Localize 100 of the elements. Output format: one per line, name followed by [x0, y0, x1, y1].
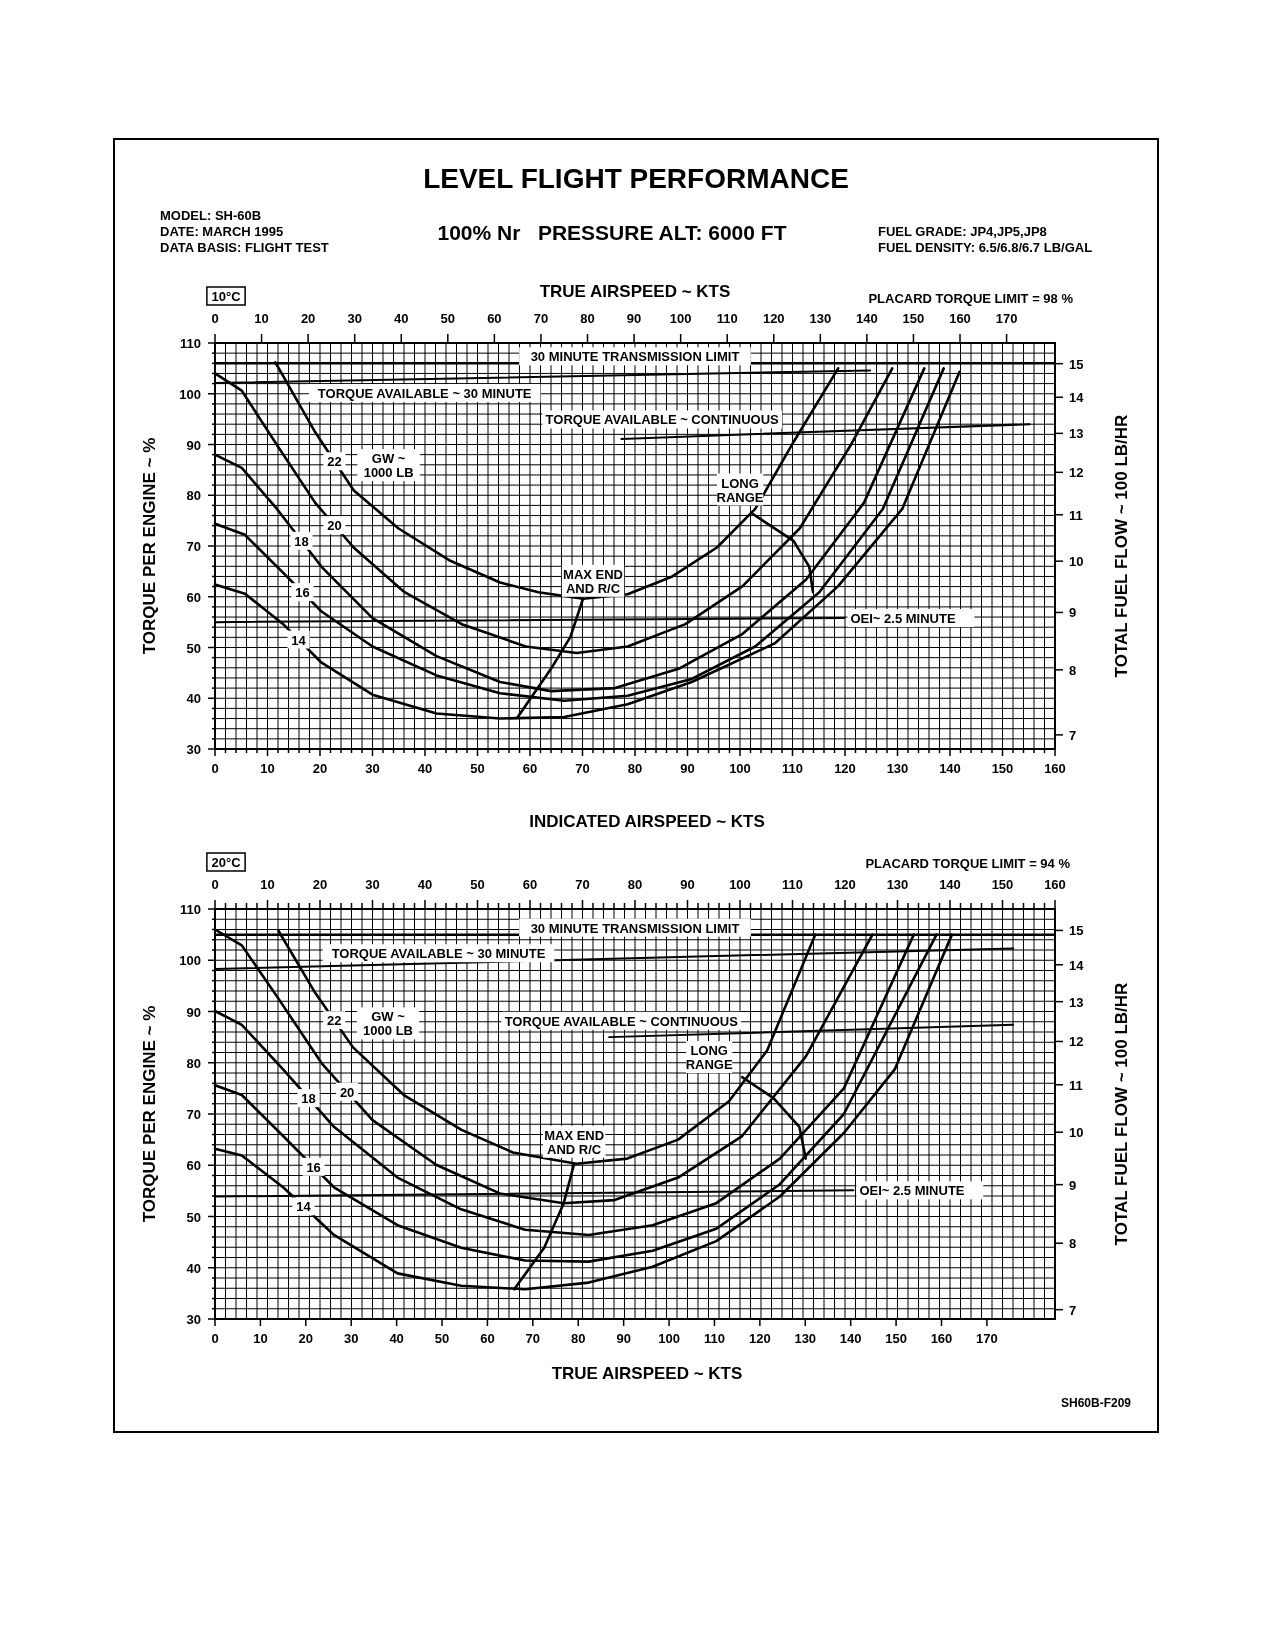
- x-tick-label: 10: [260, 761, 275, 776]
- series-label: 20: [339, 1084, 355, 1100]
- x2-tick-label: 160: [1044, 877, 1066, 892]
- y-tick-label: 70: [186, 1107, 201, 1122]
- y-tick-label: 90: [186, 1004, 201, 1020]
- y-tick-label: 30: [186, 742, 201, 757]
- series-label: 16: [295, 585, 310, 601]
- x2-tick-label: 110: [716, 311, 738, 326]
- x2-tick-label: 130: [886, 877, 909, 892]
- text: FUEL GRADE: JP4,JP5,JP8: [878, 224, 1047, 239]
- x-tick-label: 20: [312, 761, 328, 776]
- x2-tick-label: 80: [580, 311, 595, 326]
- x-tick-label: 50: [470, 761, 485, 776]
- y-tick-label: 40: [186, 691, 201, 707]
- y2-tick-label: 14: [1069, 957, 1085, 973]
- text: FUEL DENSITY: 6.5/6.8/6.7 LB/GAL: [878, 240, 1093, 255]
- x-tick-label: 60: [480, 1331, 495, 1346]
- x-tick-label: 90: [680, 761, 695, 776]
- x2-tick-label: 20: [312, 877, 328, 892]
- x-tick-label: 60: [522, 761, 538, 776]
- chart-subtitle: 100% Nr PRESSURE ALT: 6000 FT: [437, 221, 787, 244]
- x-tick-label: 10: [253, 1331, 268, 1346]
- y-axis-title: TORQUE PER ENGINE ~ %: [140, 437, 159, 655]
- y-tick-label: 50: [186, 1209, 201, 1225]
- x2-tick-label: 30: [347, 311, 362, 326]
- y2-axis-title: TOTAL FUEL FLOW ~ 100 LB/HR: [1112, 414, 1131, 678]
- series-label: TORQUE AVAILABLE ~ 30 MINUTE: [331, 946, 546, 962]
- series-label: 14: [296, 1199, 312, 1215]
- x2-tick-label: 40: [417, 877, 433, 892]
- series-label: 16: [306, 1159, 321, 1175]
- x-tick-label: 30: [343, 1331, 359, 1346]
- x-tick-label: 130: [886, 761, 909, 776]
- y2-tick-label: 7: [1069, 1302, 1077, 1318]
- text: PLACARD TORQUE LIMIT = 98 %: [868, 291, 1074, 306]
- x-tick-label: 140: [939, 761, 961, 776]
- x-tick-label: 170: [976, 1331, 998, 1346]
- x2-tick-label: 90: [680, 877, 695, 892]
- x2-tick-label: 140: [939, 877, 961, 892]
- y2-tick-label: 13: [1069, 994, 1084, 1010]
- series-label: OEI~ 2.5 MINUTE: [859, 1183, 965, 1199]
- series-label: LONG RANGE: [685, 1043, 733, 1073]
- text: PLACARD TORQUE LIMIT = 94 %: [865, 856, 1071, 871]
- y-tick-label: 100: [179, 953, 201, 969]
- series-label: 18: [294, 533, 309, 549]
- series-label: TORQUE AVAILABLE ~ 30 MINUTE: [317, 386, 532, 402]
- y2-tick-label: 14: [1069, 390, 1085, 406]
- x2-tick-label: 170: [995, 311, 1018, 326]
- y2-tick-label: 10: [1069, 1125, 1084, 1141]
- annotation: GW ~ 1000 LB: [363, 1009, 413, 1039]
- text: 20°C: [211, 855, 242, 870]
- text: MODEL: SH-60B: [160, 208, 262, 223]
- y-tick-label: 90: [186, 437, 201, 453]
- x2-tick-label: 70: [533, 311, 549, 326]
- series-label: TORQUE AVAILABLE ~ CONTINUOUS: [504, 1013, 739, 1029]
- x-tick-label: 120: [749, 1331, 771, 1346]
- x-tick-label: 90: [616, 1331, 631, 1346]
- y2-axis-title: TOTAL FUEL FLOW ~ 100 LB/HR: [1112, 982, 1131, 1246]
- y2-tick-label: 12: [1069, 465, 1084, 481]
- ref-line-label: 30 MINUTE TRANSMISSION LIMIT: [530, 920, 740, 936]
- text: 10°C: [211, 289, 242, 304]
- x-axis-title: TRUE AIRSPEED ~ KTS: [551, 1364, 743, 1383]
- y2-tick-label: 10: [1069, 554, 1084, 570]
- x2-tick-label: 140: [856, 311, 878, 326]
- chart-title: LEVEL FLIGHT PERFORMANCE: [423, 163, 849, 194]
- y2-tick-label: 15: [1069, 356, 1084, 372]
- series-label: LONG RANGE: [716, 475, 764, 505]
- x-tick-label: 80: [571, 1331, 586, 1346]
- x2-tick-label: 100: [729, 877, 751, 892]
- y-tick-label: 30: [186, 1312, 201, 1327]
- text: DATA BASIS: FLIGHT TEST: [160, 240, 329, 255]
- x2-tick-label: 10: [260, 877, 275, 892]
- x2-tick-label: 0: [211, 311, 219, 326]
- series-label: 22: [327, 454, 342, 470]
- y-tick-label: 100: [179, 386, 201, 402]
- x2-tick-label: 100: [669, 311, 692, 326]
- text: DATE: MARCH 1995: [160, 224, 284, 239]
- y2-tick-label: 9: [1069, 1177, 1077, 1193]
- x-tick-label: 50: [434, 1331, 450, 1346]
- x2-tick-label: 120: [834, 877, 856, 892]
- y-tick-label: 80: [186, 488, 201, 504]
- y-tick-label: 60: [186, 1158, 201, 1174]
- x-tick-label: 0: [211, 1331, 219, 1346]
- x2-tick-label: 150: [902, 311, 925, 326]
- series-label: 18: [301, 1091, 316, 1107]
- y-tick-label: 50: [186, 640, 201, 656]
- x2-tick-label: 40: [394, 311, 409, 326]
- x-tick-label: 120: [834, 761, 856, 776]
- x-tick-label: 100: [729, 761, 751, 776]
- x-tick-label: 40: [417, 761, 433, 776]
- x2-tick-label: 50: [470, 877, 485, 892]
- x-tick-label: 130: [794, 1331, 817, 1346]
- series-label: OEI~ 2.5 MINUTE: [850, 611, 956, 627]
- x2-tick-label: 120: [762, 311, 785, 326]
- x2-axis-title: TRUE AIRSPEED ~ KTS: [539, 282, 731, 301]
- y2-tick-label: 8: [1069, 662, 1077, 678]
- x2-tick-label: 10: [254, 311, 269, 326]
- y2-tick-label: 7: [1069, 727, 1077, 743]
- x-tick-label: 0: [211, 761, 219, 776]
- x2-tick-label: 0: [211, 877, 219, 892]
- x-tick-label: 100: [658, 1331, 680, 1346]
